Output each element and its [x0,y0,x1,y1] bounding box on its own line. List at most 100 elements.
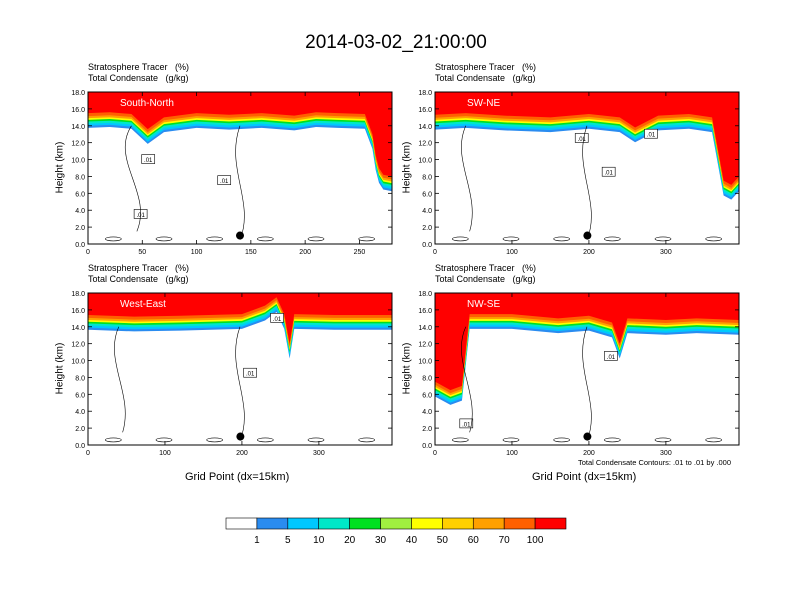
condensate-contour-3-0 [461,326,473,433]
xtick-label-1-0: 0 [433,249,437,256]
low-cloud-contour-3-1 [502,437,520,443]
colorbar-segment-4 [349,517,381,530]
figure-title: 2014-03-02_21:00:00 [305,32,487,53]
xlabel-2: Grid Point (dx=15km) [185,471,290,483]
colorbar-segment-3 [318,517,350,530]
xtick-label-3-0: 0 [433,450,437,457]
ytick-label-3-6: 12.0 [418,342,432,349]
low-cloud-contour-1-0 [452,236,469,242]
panel-name-1: SW-NE [467,98,500,109]
low-cloud-contour-2-4 [307,437,325,443]
ytick-label-2-5: 10.0 [71,359,85,366]
xlabel-3: Grid Point (dx=15km) [532,471,637,483]
ytick-label-0-7: 14.0 [71,124,85,131]
colorbar-segment-5 [380,517,412,530]
ytick-label-1-3: 6.0 [422,191,432,198]
ytick-label-1-6: 12.0 [418,141,432,148]
ylabel-3: Height (km) [401,342,413,395]
contour-label-0-0: .01 [144,158,153,164]
ylabel-0: Height (km) [54,141,66,194]
low-cloud-contour-0-5 [358,236,375,242]
location-marker-0 [236,231,244,240]
ytick-label-1-2: 4.0 [422,208,432,215]
panel-frame-1 [434,91,740,245]
low-cloud-contour-1-3 [604,236,621,242]
ytick-label-3-2: 4.0 [422,409,432,416]
xtick-label-2-0: 0 [86,450,90,457]
colorbar-segment-7 [442,517,474,530]
panel-title-line2-1: Total Condensate (g/kg) [435,73,536,83]
xtick-label-0-0: 0 [86,249,90,256]
low-cloud-contour-0-3 [257,236,274,242]
location-marker-1 [583,231,592,240]
contour-label-box-1-1 [601,166,616,177]
panel-name-3: NW-SE [467,299,500,310]
colorbar-label-5: 40 [405,535,418,546]
ytick-label-2-4: 8.0 [75,375,85,382]
contour-label-2-1: .01 [273,317,282,323]
colorbar-segment-0 [225,517,258,530]
ytick-label-1-4: 8.0 [422,174,432,181]
tracer-band-SW-NE-0 [435,92,739,185]
xtick-label-0-3: 150 [245,249,257,256]
ytick-label-0-6: 12.0 [71,141,85,148]
ytick-label-1-8: 16.0 [418,107,432,114]
colorbar-label-1: 5 [285,535,291,546]
low-cloud-contour-0-4 [307,236,325,242]
ytick-label-3-3: 6.0 [422,392,432,399]
ytick-label-2-9: 18.0 [71,291,85,298]
low-cloud-contour-1-1 [502,236,520,242]
colorbar-segment-10 [534,517,567,530]
low-cloud-contour-2-0 [105,437,122,443]
panel-title-line1-1: Stratosphere Tracer (%) [435,62,537,72]
ytick-label-1-1: 2.0 [422,225,432,232]
contour-label-box-0-1 [217,175,232,185]
colorbar-label-8: 70 [498,535,510,546]
ytick-label-0-2: 4.0 [75,208,85,215]
xtick-label-2-3: 300 [313,450,325,457]
ytick-label-3-9: 18.0 [418,291,432,298]
ytick-label-2-6: 12.0 [71,342,85,349]
ytick-label-0-8: 16.0 [71,107,85,114]
low-cloud-contour-3-2 [553,437,570,443]
low-cloud-contour-3-5 [705,437,722,443]
panel-title-line1-0: Stratosphere Tracer (%) [88,62,190,72]
ytick-label-0-4: 8.0 [75,174,85,181]
contour-label-3-0: .01 [462,422,471,428]
panel-title-line2-0: Total Condensate (g/kg) [88,73,189,83]
tracer-band-SW-NE-1 [435,92,739,188]
panel-name-2: West-East [120,299,166,310]
tracer-band-West-East-0 [88,293,392,344]
colorbar-label-6: 50 [436,535,448,546]
colorbar-label-4: 30 [374,535,387,546]
tracer-band-NW-SE-0 [435,293,739,391]
low-cloud-contour-0-2 [206,236,223,242]
low-cloud-contour-2-3 [257,437,274,443]
colorbar-segment-2 [287,517,320,530]
xtick-label-1-1: 100 [506,249,518,256]
ytick-label-2-7: 14.0 [71,325,85,332]
ytick-label-2-8: 16.0 [71,308,85,315]
ytick-label-3-8: 16.0 [418,308,432,315]
contour-label-box-3-0 [459,418,474,429]
condensate-contour-3-1 [582,326,592,441]
xtick-label-0-5: 250 [354,249,366,256]
contour-label-0-1: .01 [220,179,229,185]
low-cloud-contour-2-2 [206,437,223,443]
colorbar-label-2: 10 [313,535,325,546]
low-cloud-contour-1-5 [705,236,722,242]
panel-title-line2-3: Total Condensate (g/kg) [435,274,536,284]
ytick-label-2-1: 2.0 [75,426,85,433]
ytick-label-0-0: 0.0 [75,242,85,249]
condensate-contour-1-0 [461,125,473,232]
ytick-label-1-9: 18.0 [418,90,432,97]
panel-frame-3 [434,292,740,446]
contour-label-box-1-2 [644,128,658,139]
xtick-label-2-1: 100 [159,450,171,457]
ytick-label-2-3: 6.0 [75,392,85,399]
ytick-label-3-7: 14.0 [418,325,432,332]
panel-title-line1-3: Stratosphere Tracer (%) [435,263,537,273]
xtick-label-0-2: 100 [191,249,203,256]
contour-label-1-0: .01 [578,137,587,143]
